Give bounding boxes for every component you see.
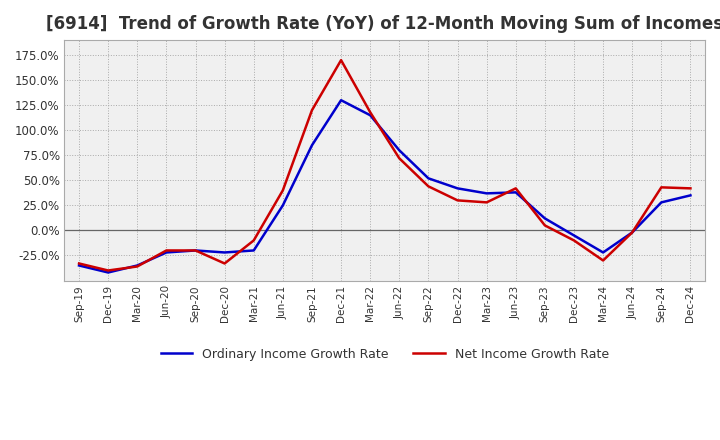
Net Income Growth Rate <box>337 58 346 63</box>
Net Income Growth Rate <box>75 261 84 266</box>
Net Income Growth Rate <box>249 238 258 243</box>
Legend: Ordinary Income Growth Rate, Net Income Growth Rate: Ordinary Income Growth Rate, Net Income … <box>156 343 614 366</box>
Ordinary Income Growth Rate <box>104 270 112 275</box>
Net Income Growth Rate <box>628 230 636 235</box>
Ordinary Income Growth Rate <box>628 230 636 235</box>
Ordinary Income Growth Rate <box>424 176 433 181</box>
Net Income Growth Rate <box>162 248 171 253</box>
Ordinary Income Growth Rate <box>192 248 200 253</box>
Net Income Growth Rate <box>541 223 549 228</box>
Title: [6914]  Trend of Growth Rate (YoY) of 12-Month Moving Sum of Incomes: [6914] Trend of Growth Rate (YoY) of 12-… <box>46 15 720 33</box>
Ordinary Income Growth Rate <box>75 263 84 268</box>
Ordinary Income Growth Rate <box>307 143 316 148</box>
Ordinary Income Growth Rate <box>453 186 462 191</box>
Net Income Growth Rate <box>686 186 695 191</box>
Net Income Growth Rate <box>220 261 229 266</box>
Net Income Growth Rate <box>657 185 666 190</box>
Ordinary Income Growth Rate <box>570 233 578 238</box>
Net Income Growth Rate <box>482 200 491 205</box>
Ordinary Income Growth Rate <box>511 190 520 195</box>
Net Income Growth Rate <box>424 184 433 189</box>
Net Income Growth Rate <box>307 108 316 113</box>
Net Income Growth Rate <box>279 188 287 193</box>
Ordinary Income Growth Rate <box>249 248 258 253</box>
Net Income Growth Rate <box>366 110 374 115</box>
Net Income Growth Rate <box>104 268 112 273</box>
Net Income Growth Rate <box>453 198 462 203</box>
Ordinary Income Growth Rate <box>162 250 171 255</box>
Net Income Growth Rate <box>395 156 404 161</box>
Ordinary Income Growth Rate <box>395 148 404 153</box>
Ordinary Income Growth Rate <box>482 191 491 196</box>
Ordinary Income Growth Rate <box>599 250 608 255</box>
Ordinary Income Growth Rate <box>133 263 142 268</box>
Net Income Growth Rate <box>511 186 520 191</box>
Ordinary Income Growth Rate <box>279 203 287 208</box>
Net Income Growth Rate <box>133 264 142 269</box>
Ordinary Income Growth Rate <box>686 193 695 198</box>
Line: Ordinary Income Growth Rate: Ordinary Income Growth Rate <box>79 100 690 272</box>
Ordinary Income Growth Rate <box>657 200 666 205</box>
Ordinary Income Growth Rate <box>337 98 346 103</box>
Net Income Growth Rate <box>570 238 578 243</box>
Net Income Growth Rate <box>192 248 200 253</box>
Ordinary Income Growth Rate <box>366 113 374 118</box>
Ordinary Income Growth Rate <box>220 250 229 255</box>
Line: Net Income Growth Rate: Net Income Growth Rate <box>79 60 690 271</box>
Net Income Growth Rate <box>599 258 608 263</box>
Ordinary Income Growth Rate <box>541 216 549 221</box>
